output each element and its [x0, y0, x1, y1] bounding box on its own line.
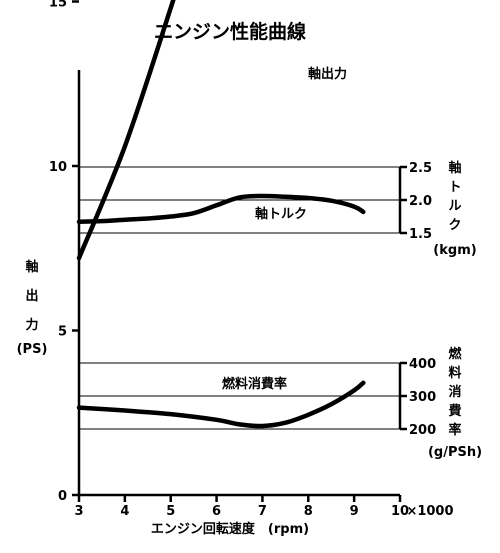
fuel-axis-label: 料 [448, 365, 461, 381]
fuel-consumption-label: 燃料消費率 [222, 376, 287, 392]
torque-tick-label: 2.5 [409, 161, 432, 176]
y-tick-label: 15 [49, 0, 67, 11]
y-tick-label: 5 [58, 325, 67, 340]
torque-axis-label: ク [448, 218, 461, 233]
y-tick-label: 10 [49, 160, 67, 175]
fuel-axis-label: 費 [448, 403, 461, 419]
x-tick-label: 7 [258, 504, 267, 519]
x-tick-label: 4 [120, 504, 129, 519]
shaft-torque-curve [76, 193, 366, 225]
x-tick-label: 10 [391, 504, 409, 519]
x-axis-label: エンジン回転速度 (rpm) [151, 521, 309, 537]
chart-title: エンジン性能曲線 [154, 20, 306, 43]
x-tick-label: 5 [166, 504, 175, 519]
fuel-tick-label: 300 [409, 390, 436, 405]
shaft-power-label: 軸出力 [308, 66, 347, 82]
x-tick-label: 8 [304, 504, 313, 519]
y-axis-label: 力 [25, 317, 38, 333]
y-axis-label: 出 [25, 288, 38, 304]
torque-axis-label: 軸 [448, 160, 461, 176]
torque-axis-unit: (kgm) [433, 243, 476, 258]
x-tick-label: 3 [74, 504, 83, 519]
torque-axis-label: ト [448, 180, 461, 195]
torque-tick-label: 2.0 [409, 194, 432, 209]
y-axis-label: 軸 [25, 259, 38, 275]
shaft-power-curve [76, 0, 176, 261]
torque-tick-label: 1.5 [409, 227, 432, 242]
shaft-torque-label: 軸トルク [255, 206, 307, 222]
fuel-axis-unit: (g/PSh) [428, 445, 482, 460]
x-multiplier-label: ×1000 [406, 504, 453, 519]
fuel-consumption-curve [76, 380, 366, 429]
torque-axis-label: ル [448, 199, 461, 214]
fuel-axis-label: 燃 [448, 346, 462, 362]
fuel-axis-label: 率 [448, 422, 461, 438]
fuel-axis-label: 消 [448, 384, 461, 400]
y-tick-label: 0 [58, 489, 67, 504]
fuel-tick-label: 400 [409, 357, 436, 372]
x-tick-label: 6 [212, 504, 221, 519]
x-tick-label: 9 [350, 504, 359, 519]
y-axis-label: (PS) [17, 342, 48, 357]
fuel-tick-label: 200 [409, 423, 436, 438]
